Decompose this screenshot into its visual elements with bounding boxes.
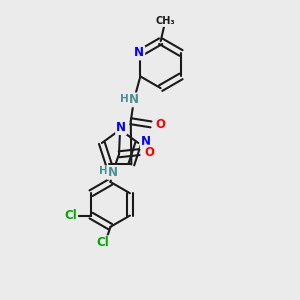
Text: O: O (144, 146, 154, 159)
Text: Cl: Cl (64, 209, 77, 222)
Text: H: H (120, 94, 129, 104)
Text: Cl: Cl (97, 236, 110, 249)
Text: N: N (108, 166, 118, 179)
Text: N: N (141, 135, 151, 148)
Text: CH₃: CH₃ (155, 16, 175, 26)
Text: N: N (116, 121, 126, 134)
Text: N: N (129, 93, 139, 106)
Text: O: O (156, 118, 166, 131)
Text: N: N (134, 46, 144, 59)
Text: H: H (99, 166, 108, 176)
